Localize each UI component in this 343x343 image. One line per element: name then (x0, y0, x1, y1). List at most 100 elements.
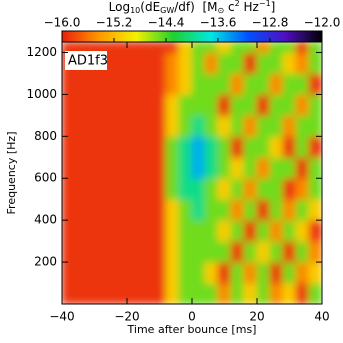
heatmap-cell (62, 282, 76, 304)
heatmap-cell (178, 261, 193, 284)
heatmap-cell (269, 42, 284, 53)
heatmap-cell (204, 219, 219, 242)
heatmap-cell (217, 156, 232, 179)
heatmap-cell (126, 198, 141, 221)
heatmap-cell (308, 72, 322, 95)
heatmap-cell (295, 93, 310, 116)
heatmap-cell (152, 135, 167, 158)
heatmap-cell (126, 114, 141, 137)
heatmap-cell (243, 156, 258, 179)
heatmap-cell (178, 135, 193, 158)
heatmap-cell (139, 261, 154, 284)
heatmap-cell (308, 51, 322, 74)
heatmap-cell (217, 198, 232, 221)
heatmap-cell (74, 240, 89, 263)
heatmap-cell (308, 114, 322, 137)
heatmap-cell (152, 72, 167, 95)
label-part: ] (271, 0, 276, 14)
heatmap-cell (191, 114, 206, 137)
heatmap-cell (165, 177, 180, 200)
heatmap-cell (282, 72, 297, 95)
heatmap-cell (256, 114, 271, 137)
heatmap-cell (243, 198, 258, 221)
x-tick-label: −40 (49, 310, 74, 324)
heatmap-cell (269, 135, 284, 158)
colorbar-tick-label: −14.4 (148, 16, 185, 30)
y-tick-label: 600 (34, 171, 57, 185)
heatmap-cell (113, 42, 128, 53)
x-tick-label: 0 (188, 310, 196, 324)
heatmap-cell (230, 51, 245, 74)
heatmap-cell (178, 51, 193, 74)
heatmap-cell (100, 261, 115, 284)
heatmap-cell (62, 93, 76, 116)
heatmap-cell (165, 93, 180, 116)
heatmap-cell (87, 135, 102, 158)
heatmap-cell (217, 240, 232, 263)
heatmap-cell (152, 261, 167, 284)
heatmap-cell (269, 51, 284, 74)
heatmap-cell (204, 177, 219, 200)
heatmap-cell (295, 156, 310, 179)
heatmap-cell (269, 114, 284, 137)
heatmap-cell (295, 198, 310, 221)
heatmap-cell (62, 219, 76, 242)
heatmap-cell (243, 42, 258, 53)
heatmap-cell (308, 156, 322, 179)
heatmap-cell (217, 72, 232, 95)
heatmap-cell (178, 72, 193, 95)
x-tick-label: −20 (114, 310, 139, 324)
heatmap-cell (191, 282, 206, 304)
heatmap-cell (74, 219, 89, 242)
heatmap-cell (113, 219, 128, 242)
label-part: Log (109, 0, 130, 14)
heatmap-cell (178, 282, 193, 304)
heatmap-cell (100, 240, 115, 263)
heatmap-cell (87, 240, 102, 263)
heatmap-cell (100, 93, 115, 116)
heatmap-cell (256, 282, 271, 304)
heatmap-cell (217, 42, 232, 53)
heatmap-cell (100, 42, 115, 53)
heatmap-cell (62, 156, 76, 179)
colorbar-tick-label: −15.2 (96, 16, 133, 30)
heatmap-cell (113, 156, 128, 179)
heatmap-cell (87, 261, 102, 284)
heatmap-cell (230, 114, 245, 137)
heatmap-cell (282, 156, 297, 179)
heatmap-cell (74, 156, 89, 179)
heatmap-cell (308, 177, 322, 200)
heatmap-cell (308, 261, 322, 284)
heatmap-cell (204, 261, 219, 284)
heatmap-cell (165, 72, 180, 95)
heatmap-cell (230, 177, 245, 200)
heatmap-cell (165, 240, 180, 263)
heatmap-cell (165, 42, 180, 53)
heatmap-cell (165, 51, 180, 74)
heatmap-cell (74, 282, 89, 304)
heatmap-cell (308, 219, 322, 242)
heatmap-cell (243, 261, 258, 284)
heatmap-cell (178, 156, 193, 179)
annotation-box (65, 51, 107, 70)
heatmap-cell (204, 135, 219, 158)
y-tick-label: 800 (34, 129, 57, 143)
heatmap-cell (113, 261, 128, 284)
heatmap-cell (126, 93, 141, 116)
heatmap-cell (295, 114, 310, 137)
heatmap-cell (152, 198, 167, 221)
colorbar-tick-label: −16.0 (44, 16, 81, 30)
heatmap-cell (282, 42, 297, 53)
heatmap-cell (295, 72, 310, 95)
heatmap-cell (256, 156, 271, 179)
heatmap-cell (230, 42, 245, 53)
heatmap-cell (191, 240, 206, 263)
heatmap-cell (295, 240, 310, 263)
heatmap-cell (308, 198, 322, 221)
heatmap-cell (87, 177, 102, 200)
heatmap-cell (74, 198, 89, 221)
colorbar-label: Log10(dEGW/df) [M⊙ c2 Hz−1] (109, 0, 276, 15)
heatmap-cell (256, 219, 271, 242)
heatmap-cell (178, 93, 193, 116)
heatmap-cell (74, 72, 89, 95)
